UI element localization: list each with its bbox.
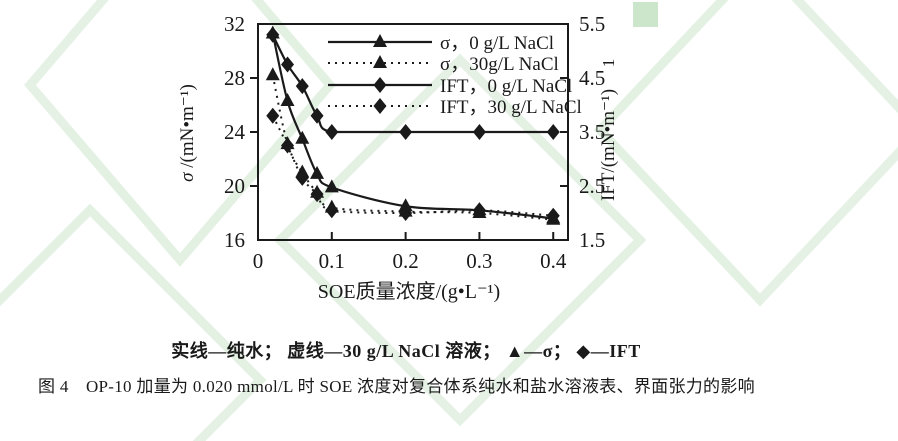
- watermark-block: [633, 2, 658, 27]
- right-tick-label: 5.5: [579, 12, 605, 36]
- triangle-marker: [373, 55, 387, 68]
- x-tick-label: 0: [253, 249, 264, 273]
- triangle-marker: [373, 34, 387, 47]
- right-axis-title: IFT/(mN•m⁻¹): [598, 89, 619, 201]
- legend-label: IFT，30 g/L NaCl: [440, 97, 582, 118]
- diamond-marker: [295, 169, 309, 186]
- right-tick-label: 3.5: [579, 120, 605, 144]
- diamond-marker: [266, 107, 280, 124]
- diamond-marker: [472, 124, 486, 140]
- series-line: [271, 115, 554, 217]
- diamond-marker: [281, 137, 295, 154]
- x-tick-label: 0.4: [540, 249, 567, 273]
- watermark-diamond: [24, 0, 336, 267]
- triangle-marker: [324, 179, 339, 193]
- diamond-marker: [546, 207, 560, 224]
- triangle-marker: [265, 67, 280, 81]
- diamond-marker: [281, 56, 295, 73]
- left-tick-label: 24: [224, 120, 246, 144]
- diamond-marker: [546, 124, 560, 140]
- diamond-marker: [266, 26, 280, 43]
- x-tick-label: 0.3: [466, 249, 492, 273]
- diamond-marker: [373, 98, 387, 114]
- legend-label: σ，0 g/L NaCl: [440, 33, 554, 54]
- triangle-marker: [295, 130, 310, 144]
- triangle-marker: [310, 165, 325, 179]
- series-diamond-dotted: [266, 107, 560, 224]
- diamond-marker: [399, 124, 413, 140]
- triangle-marker: [280, 92, 295, 106]
- left-tick-label: 32: [224, 12, 245, 36]
- diamond-marker: [310, 186, 324, 203]
- legend-label: IFT，0 g/L NaCl: [440, 76, 572, 97]
- left-tick-label: 28: [224, 66, 245, 90]
- series-diamond-solid: [266, 26, 560, 140]
- right-axis-title-overflow: 1: [599, 59, 618, 68]
- diamond-marker: [295, 78, 309, 95]
- figure-legend-note: 实线—纯水； 虚线—30 g/L NaCl 溶液； ▲—σ； ◆—IFT: [171, 341, 641, 361]
- right-tick-label: 2.5: [579, 174, 605, 198]
- diamond-marker: [373, 77, 387, 93]
- x-axis-title: SOE质量浓度/(g•L⁻¹): [318, 280, 500, 303]
- diamond-marker: [325, 124, 339, 140]
- tension-chart: 0 0.1 0.2 0.3 0.4 32 28 24 20 16 5.5 4.5 3.5 2.5 1.5 σ …: [177, 12, 619, 303]
- diamond-marker: [310, 107, 324, 124]
- legend-label: σ，30g/L NaCl: [440, 54, 559, 75]
- right-tick-label: 1.5: [579, 228, 605, 252]
- x-tick-label: 0.1: [319, 249, 345, 273]
- watermark-diamond: [593, 0, 898, 307]
- x-tick-label: 0.2: [392, 249, 418, 273]
- right-tick-label: 4.5: [579, 66, 605, 90]
- left-tick-label: 16: [224, 228, 245, 252]
- diamond-marker: [472, 202, 486, 219]
- watermark-diamond: [0, 203, 267, 441]
- figure-caption: 图 4 OP-10 加量为 0.020 mmol/L 时 SOE 浓度对复合体系…: [38, 377, 755, 396]
- diamond-marker: [325, 202, 339, 219]
- watermark-diamond: [273, 53, 647, 427]
- left-axis-title: σ /(mN•m⁻¹): [177, 84, 198, 182]
- diamond-marker: [399, 205, 413, 221]
- left-tick-label: 20: [224, 174, 245, 198]
